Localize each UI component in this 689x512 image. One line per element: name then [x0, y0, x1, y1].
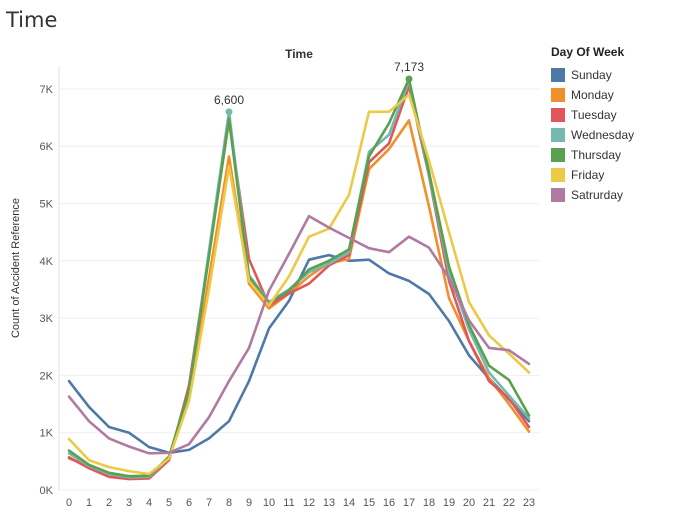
x-tick-label: 14 — [343, 497, 355, 509]
legend-item-saturday[interactable]: Satrurday — [551, 185, 681, 205]
x-tick-label: 20 — [463, 497, 475, 509]
annotation-point — [225, 108, 233, 116]
gridlines — [58, 66, 539, 491]
x-tick-label: 10 — [263, 497, 275, 509]
x-tick-label: 4 — [146, 497, 152, 509]
legend-item-friday[interactable]: Friday — [551, 165, 681, 185]
x-tick-label: 5 — [166, 497, 172, 509]
legend-label: Friday — [571, 168, 605, 182]
series-line-satrurday[interactable] — [67, 214, 531, 455]
legend-item-tuesday[interactable]: Tuesday — [551, 105, 681, 125]
legend-item-wednesday[interactable]: Wednesday — [551, 125, 681, 145]
legend-title: Day Of Week — [551, 45, 625, 59]
x-tick-label: 15 — [363, 497, 375, 509]
x-tick-label: 21 — [483, 497, 495, 509]
page-title: Time — [6, 8, 58, 32]
data-label: 6,600 — [214, 93, 244, 107]
x-tick-label: 13 — [323, 497, 335, 509]
y-tick-label: 0K — [40, 485, 54, 497]
line-chart: Time Count of Accident Reference 0K 1K 2K 3… — [10, 47, 539, 509]
x-tick-label: 22 — [503, 497, 515, 509]
legend: Day Of Week Sunday Monday Tuesday Wednes… — [551, 45, 681, 205]
x-tick-label: 7 — [206, 497, 212, 509]
legend-label: Sunday — [571, 68, 612, 82]
series-line-friday[interactable] — [67, 93, 531, 476]
legend-label: Monday — [571, 88, 614, 102]
x-tick-label: 9 — [246, 497, 252, 509]
legend-item-sunday[interactable]: Sunday — [551, 65, 681, 85]
x-tick-label: 3 — [126, 497, 132, 509]
annotation-point — [405, 75, 413, 83]
legend-label: Thursday — [571, 148, 622, 162]
annotations: 6,600 7,173 — [214, 60, 424, 116]
x-tick-label: 2 — [106, 497, 112, 509]
x-tick-label: 23 — [523, 497, 535, 509]
y-tick-label: 4K — [40, 256, 54, 268]
x-tick-label: 6 — [186, 497, 192, 509]
legend-item-monday[interactable]: Monday — [551, 85, 681, 105]
legend-swatch — [551, 188, 565, 202]
series-line-tuesday[interactable] — [67, 84, 531, 481]
legend-swatch — [551, 68, 565, 82]
legend-label: Wednesday — [571, 128, 635, 142]
legend-item-thursday[interactable]: Thursday — [551, 145, 681, 165]
legend-label: Satrurday — [571, 188, 624, 202]
y-tick-label: 7K — [40, 84, 54, 96]
x-tick-label: 12 — [303, 497, 315, 509]
x-tick-label: 11 — [283, 497, 294, 509]
y-tick-label: 5K — [40, 199, 54, 211]
legend-swatch — [551, 148, 565, 162]
x-tick-label: 16 — [383, 497, 395, 509]
data-label: 7,173 — [394, 60, 424, 74]
x-tick-label: 18 — [423, 497, 435, 509]
legend-swatch — [551, 88, 565, 102]
x-tick-label: 17 — [403, 497, 415, 509]
chart-title: Time — [285, 47, 313, 61]
y-tick-label: 3K — [40, 313, 54, 325]
y-axis-label: Count of Accident Reference — [10, 198, 22, 338]
y-tick-label: 2K — [40, 370, 54, 382]
series-line-thursday[interactable] — [67, 77, 531, 478]
x-tick-label: 1 — [86, 497, 92, 509]
legend-label: Tuesday — [571, 108, 617, 122]
legend-swatch — [551, 168, 565, 182]
y-tick-label: 6K — [40, 141, 54, 153]
x-tick-label: 8 — [226, 497, 232, 509]
series-lines — [67, 77, 531, 481]
x-tick-label: 0 — [66, 497, 72, 509]
legend-swatch — [551, 128, 565, 142]
y-tick-label: 1K — [40, 428, 54, 440]
legend-swatch — [551, 108, 565, 122]
x-tick-label: 19 — [443, 497, 455, 509]
